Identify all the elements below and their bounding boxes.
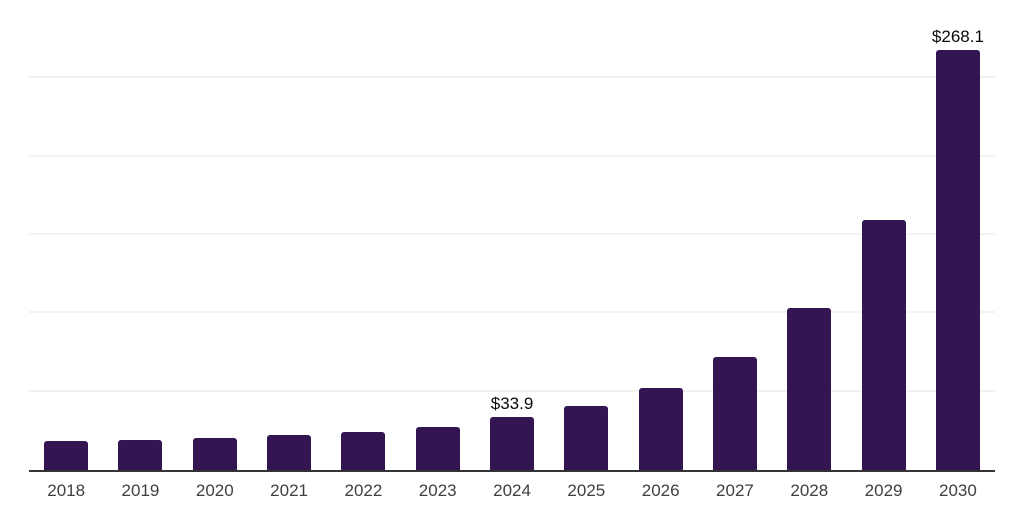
x-tick-label-2026: 2026 bbox=[641, 481, 680, 500]
gridline bbox=[29, 389, 995, 392]
bar-slot-2019 bbox=[103, 0, 177, 470]
x-tick-label-2024: 2024 bbox=[493, 481, 531, 500]
bar-slot-2024: $33.9 bbox=[475, 0, 549, 470]
gridline bbox=[29, 233, 995, 235]
x-tick-label-2021: 2021 bbox=[270, 481, 308, 500]
bar-2027 bbox=[712, 357, 757, 470]
bar-2023 bbox=[415, 426, 460, 470]
x-tick-label-2025: 2025 bbox=[567, 481, 606, 500]
x-tick-label-2023: 2023 bbox=[418, 481, 457, 500]
gridline bbox=[29, 311, 995, 314]
x-tick-label-2019: 2019 bbox=[121, 481, 160, 500]
bar-2030: $268.1 bbox=[932, 27, 984, 470]
bar-2021 bbox=[267, 434, 312, 470]
x-tick-label-2030: 2030 bbox=[938, 481, 977, 500]
bar-2025 bbox=[564, 405, 609, 470]
gridline bbox=[29, 154, 995, 157]
plot-area: $33.9 $268.1 bbox=[29, 0, 995, 472]
bar-slot-2023 bbox=[401, 0, 475, 470]
x-tick-label-2018: 2018 bbox=[47, 481, 86, 500]
x-tick-label-2020: 2020 bbox=[195, 481, 234, 500]
x-tick-label-2027: 2027 bbox=[716, 481, 754, 500]
x-tick-label-2022: 2022 bbox=[344, 481, 383, 500]
bar-2022 bbox=[341, 431, 386, 470]
bar-slot-2018 bbox=[29, 0, 103, 470]
data-label-2030: $268.1 bbox=[931, 27, 984, 47]
bar-slot-2030: $268.1 bbox=[921, 0, 995, 470]
bar-slot-2028 bbox=[772, 0, 846, 470]
bar-2020 bbox=[192, 437, 237, 470]
bar-slot-2021 bbox=[252, 0, 326, 470]
bar-2024: $33.9 bbox=[490, 394, 535, 470]
bars-row: $33.9 $268.1 bbox=[29, 0, 995, 470]
bar-2028 bbox=[787, 308, 832, 470]
bar-slot-2029 bbox=[846, 0, 920, 470]
bar-2026 bbox=[638, 387, 683, 470]
bar-slot-2022 bbox=[326, 0, 400, 470]
bar-2029 bbox=[861, 219, 906, 470]
bar-slot-2026 bbox=[624, 0, 698, 470]
bar-slot-2027 bbox=[698, 0, 772, 470]
gridline bbox=[29, 76, 995, 79]
data-label-2024: $33.9 bbox=[490, 394, 534, 414]
x-tick-label-2029: 2029 bbox=[864, 481, 903, 500]
x-tick-label-2028: 2028 bbox=[790, 481, 829, 500]
bar-2018 bbox=[44, 441, 89, 470]
bar-slot-2025 bbox=[549, 0, 623, 470]
x-axis-labels: 2018 2019 2020 2021 2022 2023 2024 2025 2026 2027… bbox=[29, 481, 995, 501]
bar-slot-2020 bbox=[178, 0, 252, 470]
bar-2019 bbox=[118, 440, 163, 470]
